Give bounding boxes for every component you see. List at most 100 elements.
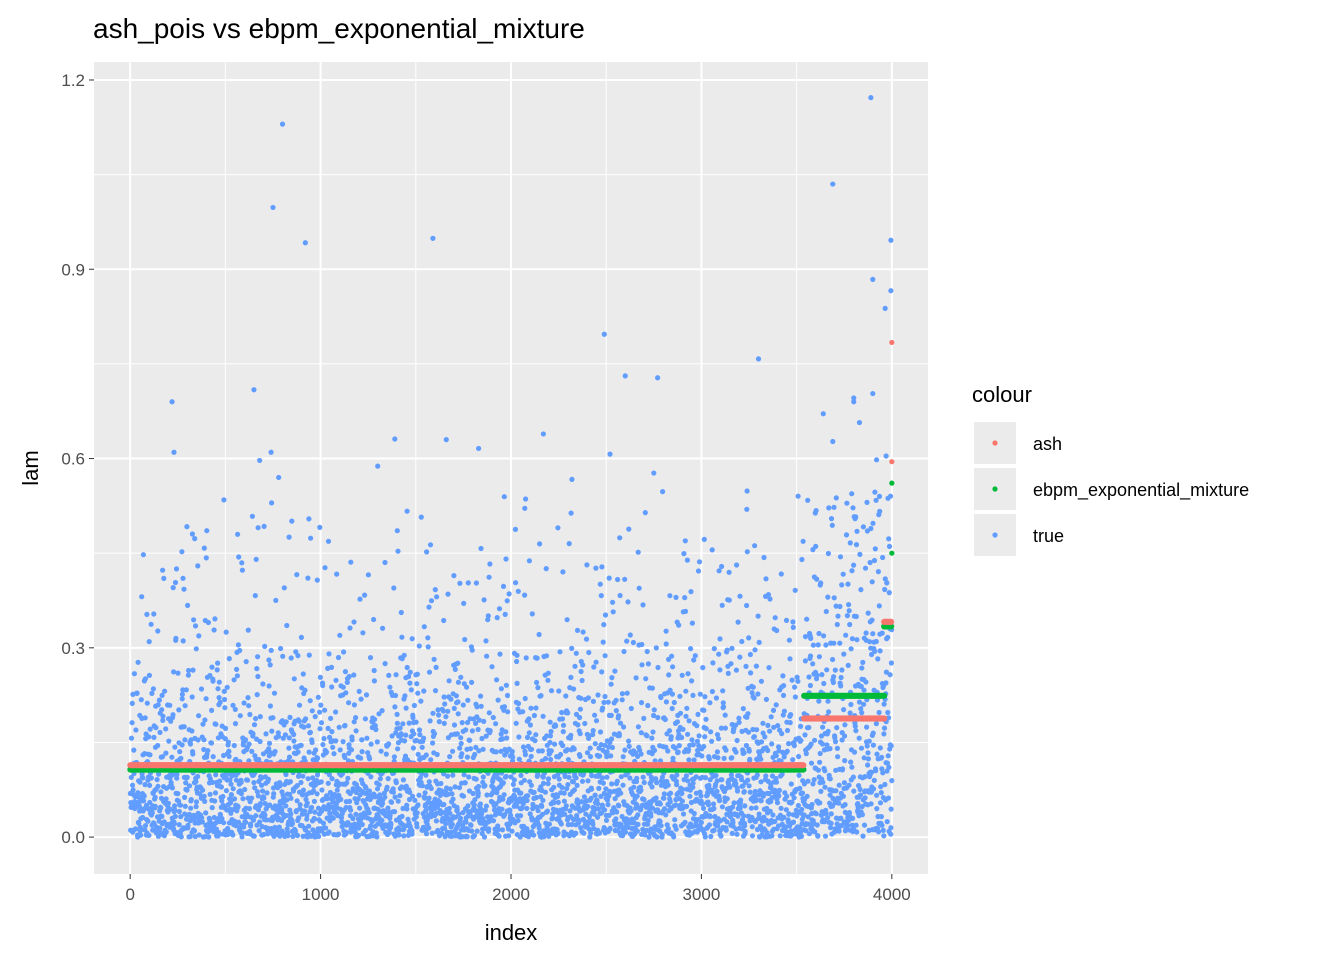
true-point (696, 568, 701, 573)
true-point (372, 717, 377, 722)
true-point (888, 672, 893, 677)
true-point (505, 598, 510, 603)
true-point (143, 715, 148, 720)
true-point (838, 683, 843, 688)
true-point (594, 718, 599, 723)
true-point (312, 799, 317, 804)
true-point (226, 749, 231, 754)
true-point (373, 727, 378, 732)
true-point (735, 738, 740, 743)
true-point (637, 586, 642, 591)
true-point (308, 698, 313, 703)
true-point (320, 742, 325, 747)
true-point (144, 612, 149, 617)
true-point (671, 834, 676, 839)
true-point (487, 561, 492, 566)
true-point (829, 516, 834, 521)
true-point (236, 642, 241, 647)
true-point (704, 726, 709, 731)
true-point (879, 823, 884, 828)
true-point (452, 706, 457, 711)
true-point (173, 580, 178, 585)
true-point (626, 527, 631, 532)
true-point (560, 743, 565, 748)
true-point (202, 799, 207, 804)
true-point (865, 762, 870, 767)
true-point (811, 643, 816, 648)
true-point (769, 833, 774, 838)
true-point (280, 122, 285, 127)
true-point (575, 722, 580, 727)
true-point (303, 240, 308, 245)
true-point (727, 570, 732, 575)
true-point (238, 713, 243, 718)
true-point (568, 675, 573, 680)
true-point (254, 557, 259, 562)
true-point (182, 737, 187, 742)
true-point (559, 821, 564, 826)
true-point (227, 656, 232, 661)
true-point (844, 532, 849, 537)
true-point (548, 729, 553, 734)
true-point (711, 806, 716, 811)
true-point (538, 693, 543, 698)
true-point (518, 791, 523, 796)
true-point (584, 637, 589, 642)
true-point (549, 688, 554, 693)
true-point (634, 776, 639, 781)
true-point (864, 500, 869, 505)
true-point (603, 612, 608, 617)
true-point (206, 834, 211, 839)
true-point (780, 673, 785, 678)
true-point (225, 685, 230, 690)
true-point (561, 729, 566, 734)
true-point (230, 832, 235, 837)
true-point (800, 791, 805, 796)
true-point (318, 703, 323, 708)
true-point (459, 751, 464, 756)
true-point (447, 678, 452, 683)
true-point (877, 710, 882, 715)
true-point (193, 779, 198, 784)
true-point (494, 677, 499, 682)
true-point (805, 794, 810, 799)
true-point (333, 678, 338, 683)
true-point (135, 790, 140, 795)
true-point (195, 737, 200, 742)
true-point (277, 783, 282, 788)
true-point (618, 593, 623, 598)
true-point (130, 701, 135, 706)
true-point (707, 756, 712, 761)
true-point (699, 820, 704, 825)
true-point (747, 783, 752, 788)
true-point (396, 799, 401, 804)
true-point (886, 765, 891, 770)
true-point (734, 562, 739, 567)
true-point (194, 804, 199, 809)
true-point (433, 587, 438, 592)
true-point (810, 661, 815, 666)
true-point (686, 747, 691, 752)
true-point (392, 809, 397, 814)
true-point (321, 736, 326, 741)
true-point (683, 538, 688, 543)
true-point (529, 747, 534, 752)
true-point (743, 829, 748, 834)
true-point (397, 793, 402, 798)
true-point (736, 620, 741, 625)
true-point (209, 665, 214, 670)
true-point (717, 636, 722, 641)
true-point (393, 795, 398, 800)
true-point (729, 755, 734, 760)
true-point (151, 686, 156, 691)
true-point (584, 562, 589, 567)
true-point (149, 622, 154, 627)
true-point (645, 703, 650, 708)
true-point (173, 636, 178, 641)
true-point (239, 560, 244, 565)
true-point (267, 683, 272, 688)
true-point (649, 784, 654, 789)
true-point (604, 775, 609, 780)
true-point (386, 741, 391, 746)
true-point (171, 585, 176, 590)
